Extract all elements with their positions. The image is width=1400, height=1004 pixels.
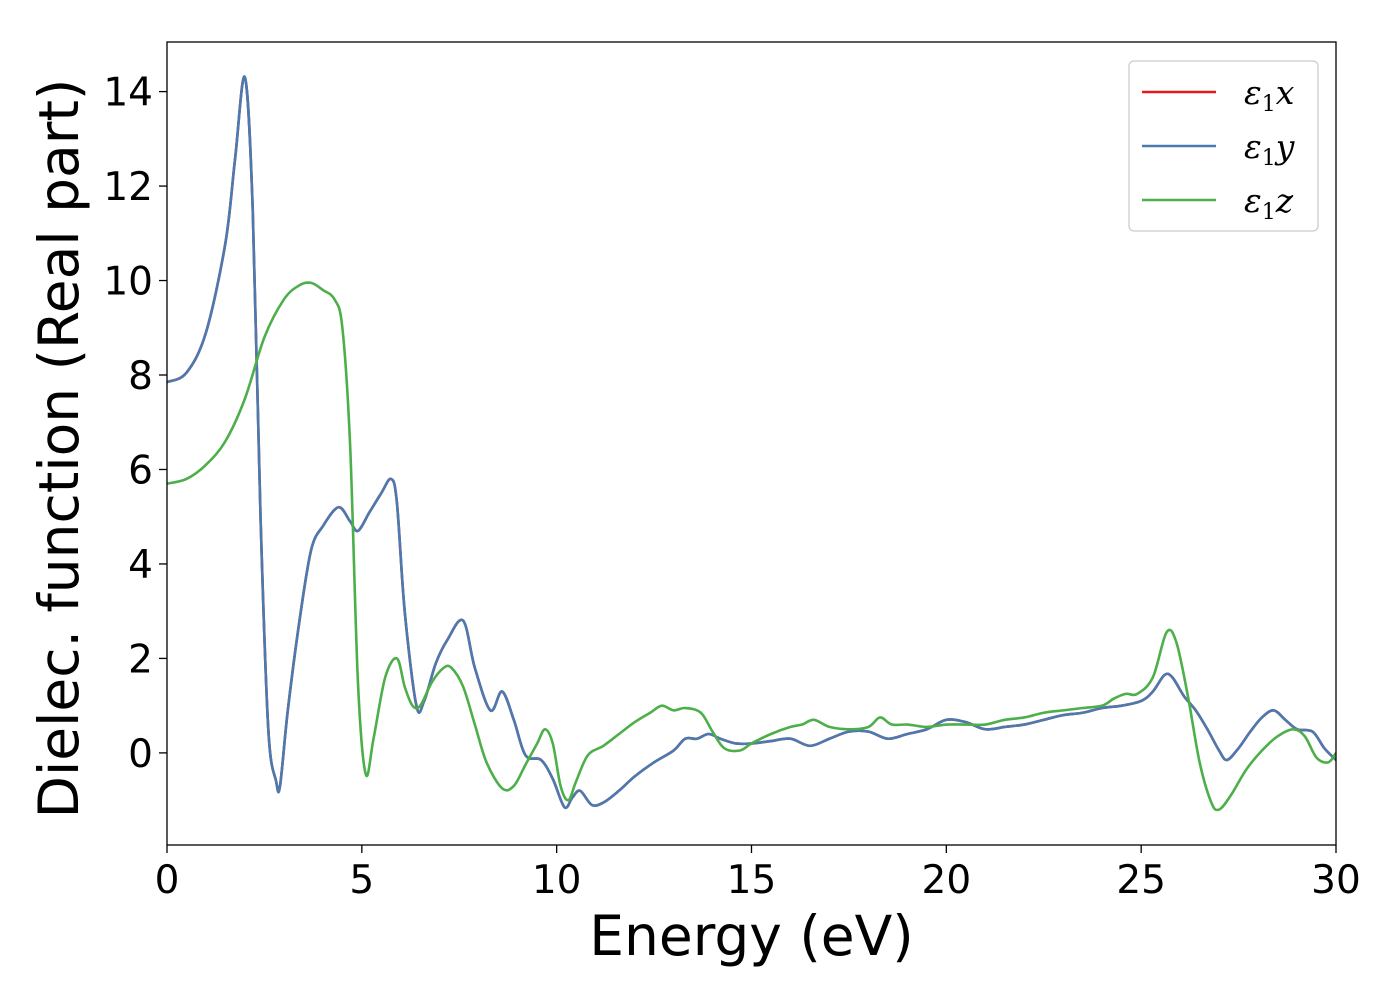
x-axis: 0 5 10 15 20 25 30 [155,845,1361,903]
y-axis: 0 2 4 6 8 10 12 14 [103,71,167,777]
legend-entry-z: ε1z [1142,181,1294,225]
x-tick-label: 25 [1116,858,1166,903]
x-tick-label: 5 [349,858,374,903]
legend-box [1128,60,1319,232]
y-tick-label: 2 [128,637,153,682]
y-tick-label: 0 [128,732,153,777]
y-axis-label: Dielec. function (Real part) [27,79,91,819]
x-axis-label: Energy (eV) [589,904,913,968]
legend-entry-y: ε1y [1142,127,1295,171]
y-tick-label: 4 [128,543,153,588]
series-line-y [167,75,1336,810]
x-tick-label: 15 [727,858,777,903]
x-tick-label: 10 [532,858,582,903]
y-tick-label: 14 [103,71,153,116]
series-layer [167,75,1336,812]
y-tick-label: 6 [128,448,153,493]
x-tick-label: 0 [155,858,180,903]
series-line-z [167,281,1336,812]
legend: ε1x ε1y ε1z [1128,60,1319,232]
y-tick-label: 10 [103,260,153,305]
legend-label: ε1x [1244,73,1295,117]
legend-label: ε1z [1244,181,1294,225]
y-tick-label: 12 [103,165,153,210]
x-tick-label: 20 [922,858,972,903]
legend-entry-x: ε1x [1142,73,1295,117]
x-tick-label: 30 [1311,858,1361,903]
legend-label: ε1y [1244,127,1295,171]
y-tick-label: 8 [128,354,153,399]
